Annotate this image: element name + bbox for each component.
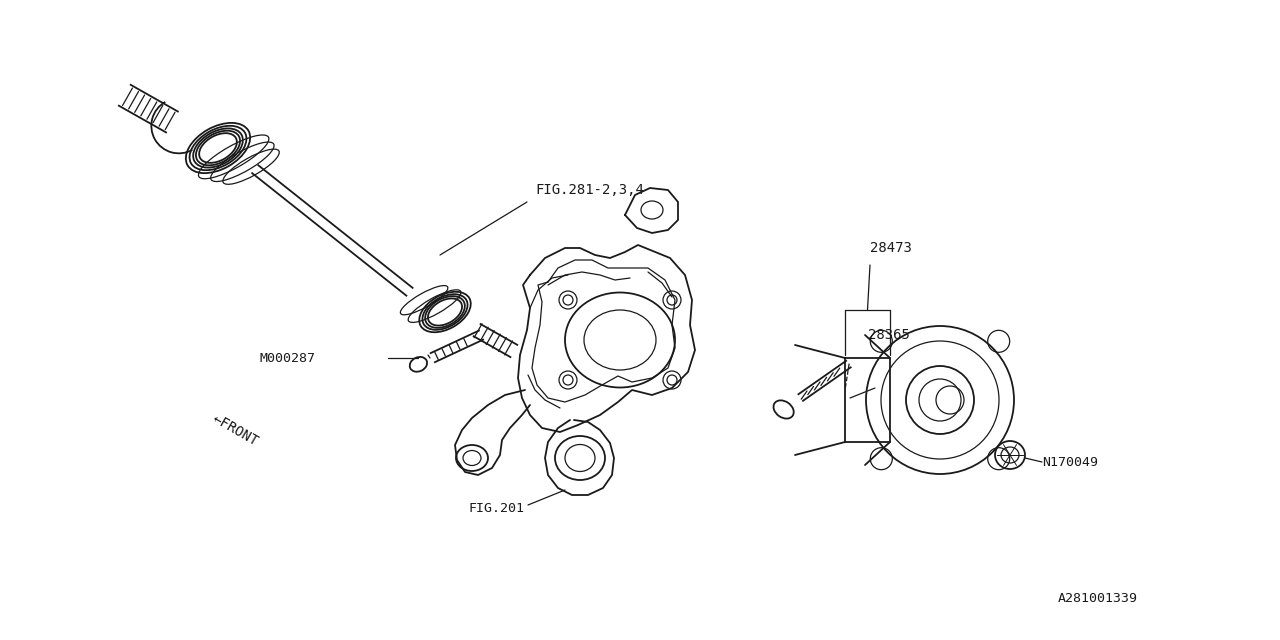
Text: FIG.281-2,3,4: FIG.281-2,3,4 bbox=[535, 183, 644, 197]
Text: 28365: 28365 bbox=[868, 328, 910, 342]
Text: FIG.201: FIG.201 bbox=[468, 502, 524, 515]
Text: 28473: 28473 bbox=[870, 241, 911, 255]
Text: N170049: N170049 bbox=[1042, 456, 1098, 468]
Text: ←FRONT: ←FRONT bbox=[210, 412, 260, 449]
Text: M000287: M000287 bbox=[259, 351, 315, 365]
Text: A281001339: A281001339 bbox=[1059, 591, 1138, 605]
